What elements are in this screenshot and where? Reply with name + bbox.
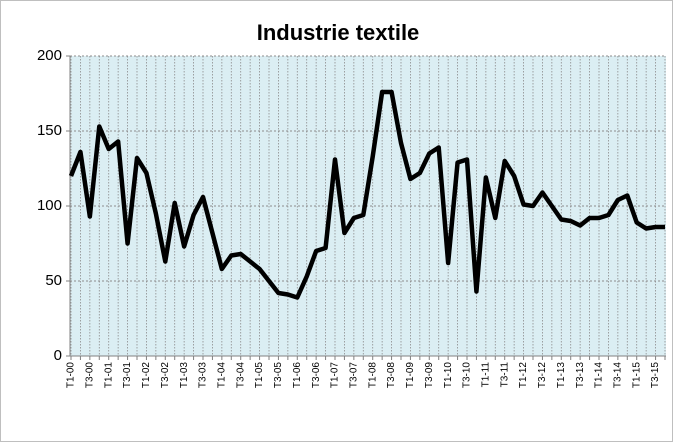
series-line [68,89,665,300]
x-tick-label: T3-01 [122,362,133,389]
x-tick-label: T3-04 [235,362,246,389]
x-tick-label: T1-10 [443,362,454,389]
y-tick-label: 100 [37,197,62,214]
x-tick-label: T1-01 [103,362,114,389]
x-tick-label: T3-03 [198,362,209,389]
x-tick-label: T1-02 [141,362,152,389]
y-tick-label: 200 [37,47,62,64]
x-tick-label: T3-11 [499,362,510,388]
x-tick-label: T3-05 [273,362,284,389]
chart-title: Industrie textile [257,20,420,45]
x-tick-label: T1-13 [556,362,567,389]
x-tick-label: T3-09 [424,362,435,389]
x-tick-label: T1-04 [216,362,227,389]
x-tick-label: T1-11 [480,362,491,388]
x-tick-label: T3-15 [650,362,661,389]
x-tick-label: T3-06 [311,362,322,389]
x-tick-label: T1-14 [594,362,605,389]
x-tick-label: T1-09 [405,362,416,389]
x-tick-label: T3-10 [462,362,473,389]
x-tick-label: T1-03 [179,362,190,389]
x-tick-label: T3-14 [612,362,623,389]
x-tick-label: T1-05 [254,362,265,389]
x-tick-label: T1-12 [518,362,529,389]
x-tick-label: T1-08 [367,362,378,389]
y-tick-label: 0 [54,347,62,364]
x-tick-label: T3-07 [348,362,359,389]
x-tick-label: T1-00 [66,362,77,389]
x-tick-label: T3-02 [160,362,171,389]
x-tick-label: T1-06 [292,362,303,389]
x-tick-label: T3-00 [84,362,95,389]
y-tick-label: 50 [45,272,62,289]
x-tick-label: T3-08 [386,362,397,389]
x-tick-label: T3-12 [537,362,548,389]
x-tick-label: T3-13 [575,362,586,389]
y-tick-label: 150 [37,122,62,139]
x-tick-label: T1-15 [631,362,642,389]
x-tick-label: T1-07 [330,362,341,389]
